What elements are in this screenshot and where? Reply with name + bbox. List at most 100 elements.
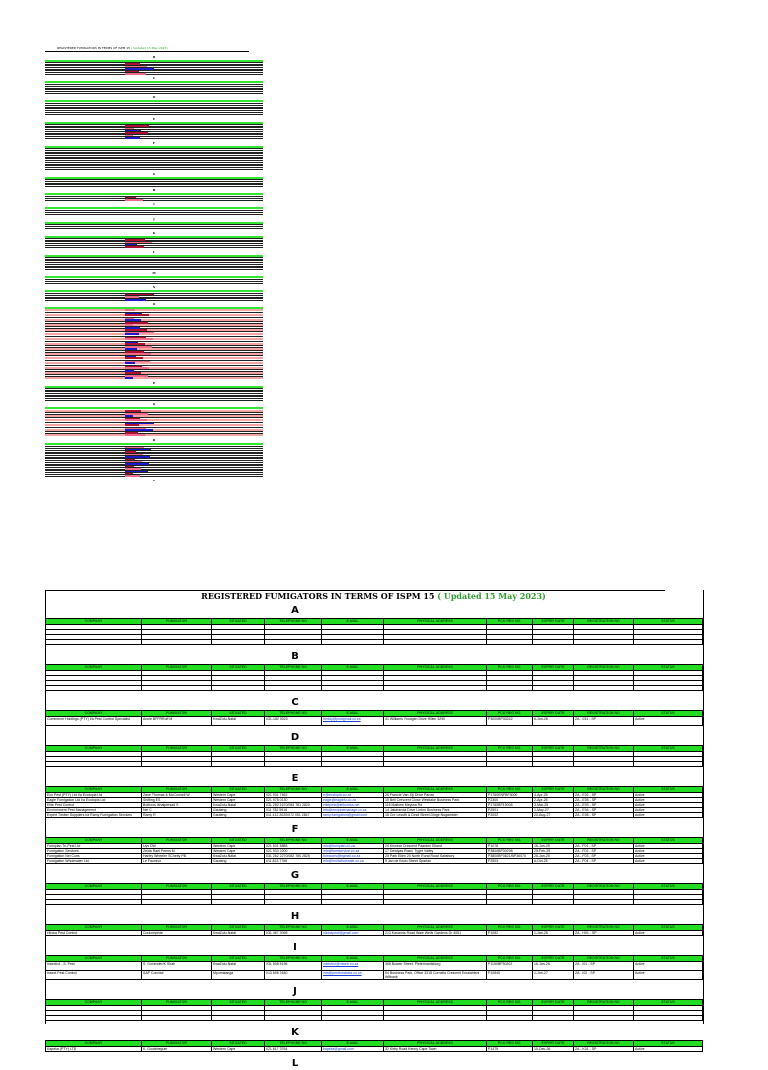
thumbnail-link-mark	[125, 419, 147, 422]
table-cell: P1475	[486, 1046, 533, 1052]
table-cell	[633, 639, 703, 645]
email-link[interactable]: freddy@pestgmail.co.za	[321, 716, 384, 726]
table-row: Insect Pest Control SAP Concise Mpumalanga…	[45, 970, 703, 980]
section-table-e: COMPANY FUMIGATOR SITUATED TELEPHONE NO E-MA…	[45, 786, 703, 818]
thumbnail-row	[45, 235, 263, 238]
section-letter-c: C	[291, 697, 299, 708]
email-text[interactable]: fumicons@bgmail.co.za	[323, 854, 361, 858]
section-letter-i: I	[293, 942, 297, 953]
table-cell	[141, 639, 212, 645]
thumbnail-link-mark	[125, 461, 142, 463]
thumbnail-row	[45, 352, 263, 355]
table-cell	[633, 761, 703, 767]
table-cell: Active	[633, 716, 703, 726]
table-cell: 213 Kanamia Road Wale Wells Gardens Dr 4…	[383, 930, 487, 936]
table-cell: K. Goolebegum	[141, 1046, 212, 1052]
table-cell	[321, 1015, 384, 1021]
empty-row	[45, 629, 703, 635]
thumbnail-letter: O	[152, 302, 156, 306]
thumbnail-letter: P	[152, 381, 156, 385]
email-text[interactable]: info@pestfumidata.co.za	[323, 971, 362, 976]
email-link[interactable]: info@pestfumidata.co.za	[321, 970, 384, 980]
section-table-g: COMPANY FUMIGATOR SITUATED TELEPHONE NO E-MA…	[45, 883, 703, 905]
thumbnail-link-mark	[125, 323, 133, 326]
thumbnail-link-mark	[125, 239, 145, 242]
section-letter-e: E	[291, 773, 299, 784]
table-row: Eagle Fumigation Ltd t/a Ecotopia Ltd Shi…	[45, 797, 703, 803]
table-cell: 021 617 3764	[264, 1046, 322, 1052]
thumbnail-row	[45, 333, 263, 336]
table-cell	[211, 685, 265, 691]
thumbnail-letter: J	[153, 216, 155, 221]
table-cell: 10-Dec-26	[532, 1046, 574, 1052]
table-cell	[383, 639, 487, 645]
thumbnail-link-mark	[125, 332, 154, 334]
email-text[interactable]: e@ecotopia.co.za	[323, 793, 352, 797]
table-cell	[573, 761, 634, 767]
email-text[interactable]: info@fumiwholesale.co.za	[323, 859, 364, 863]
table-cell: P10845	[486, 970, 533, 980]
table-cell	[573, 899, 634, 905]
section-letter-g: G	[290, 870, 300, 881]
table-cell: ZA - H01 - SP	[573, 930, 634, 936]
table-row: Kapeka (PTY) LTD K. Goolebegum Western Cap…	[45, 1046, 703, 1052]
thumbnail-row	[45, 409, 263, 412]
thumbnail-link-mark	[125, 327, 140, 330]
table-cell: 031 467 3098	[264, 930, 322, 936]
email-text[interactable]: info@fumiplan.co.za	[323, 844, 355, 848]
thumbnail-link-mark	[125, 346, 152, 349]
thumbnail-link-mark	[125, 309, 135, 312]
table-cell	[141, 685, 212, 691]
thumbnail-link-mark	[125, 68, 154, 71]
table-cell: Insectrol - S. Pest	[45, 961, 142, 971]
email-link[interactable]: insectrol@mweb.co.za	[321, 961, 384, 971]
thumbnail-row	[45, 429, 263, 431]
email-text[interactable]: elitepest@telkomsa.net	[323, 803, 360, 807]
email-text[interactable]: eagle@eaglefu.co.za	[323, 798, 356, 802]
table-cell: ZA - I02 - SP	[573, 970, 634, 980]
email-text[interactable]: ramy.fumigation@gmail.com	[323, 813, 368, 817]
section-table-d: COMPANY FUMIGATOR SITUATED TELEPHONE NO E-MA…	[45, 745, 703, 767]
table-cell: Gauteng	[211, 812, 265, 818]
thumbnail-letter: G	[152, 171, 156, 176]
table-cell	[211, 899, 265, 905]
thumbnail-row	[45, 297, 263, 301]
email-link[interactable]: hilobapest@gmail.com	[321, 930, 384, 936]
thumbnail-link-mark	[125, 371, 141, 374]
thumbnail-link-mark	[125, 296, 139, 299]
thumbnail-link-mark	[125, 127, 134, 130]
header-row: COMPANY FUMIGATOR SITUATED TELEPHONE NO E-MA…	[45, 955, 703, 962]
table-cell: 031-182 0023	[264, 716, 322, 726]
table-cell	[383, 1015, 487, 1021]
email-link[interactable]: ramy.fumigation@gmail.com	[321, 812, 384, 818]
thumbnail-link-mark	[125, 465, 134, 468]
table-cell	[264, 761, 322, 767]
table-cell	[383, 761, 487, 767]
table-cell: P3000BP30242	[486, 716, 533, 726]
email-text[interactable]: hilobapest@gmail.com	[323, 931, 359, 935]
thumbnail-row	[45, 221, 263, 224]
thumbnail-row	[45, 433, 263, 436]
table-cell: P2503	[486, 858, 533, 864]
email-text[interactable]: freddy@pestgmail.co.za	[323, 717, 361, 722]
email-text[interactable]: info@fumiservice.co.za	[323, 849, 360, 853]
thumbnail-row	[45, 72, 263, 75]
thumbnail-link-mark	[125, 314, 149, 317]
table-cell	[486, 899, 533, 905]
table-cell: 54 Business Park, Office 3318 Cornelia C…	[383, 970, 487, 980]
email-text[interactable]: kapeka@gmail.com	[323, 1047, 354, 1051]
thumbnail-link-mark	[125, 424, 139, 427]
table-cell	[321, 761, 384, 767]
thumbnail-letter: F	[152, 140, 156, 145]
email-link[interactable]: kapeka@gmail.com	[321, 1046, 384, 1052]
thumbnail-link-mark	[125, 453, 143, 456]
section-letter-a: A	[291, 605, 299, 616]
thumbnail-link-mark	[125, 365, 142, 368]
thumbnail-row	[45, 226, 263, 230]
table-cell	[264, 639, 322, 645]
email-link[interactable]: info@fumiwholesale.co.za	[321, 858, 384, 864]
email-text[interactable]: info@envpestmanage.co.za	[323, 808, 367, 812]
table-cell: Ramy R	[141, 812, 212, 818]
table-cell	[383, 685, 487, 691]
email-text[interactable]: insectrol@mweb.co.za	[323, 962, 359, 967]
